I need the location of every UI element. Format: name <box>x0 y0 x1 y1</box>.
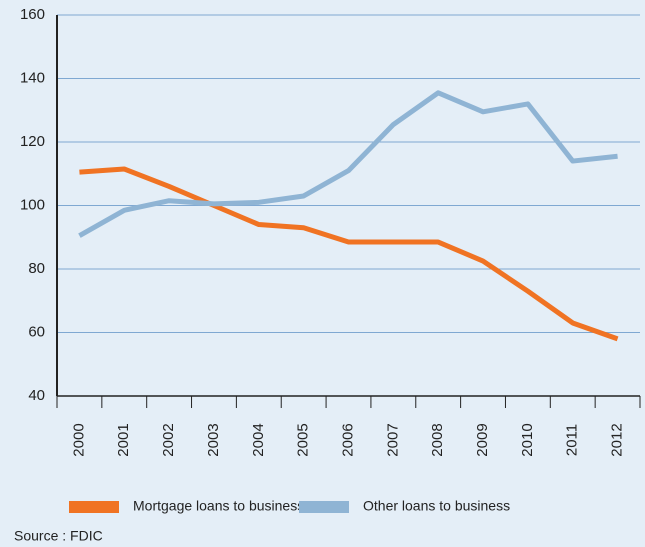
y-tick-label: 160 <box>20 6 45 23</box>
legend-label: Other loans to business <box>363 498 510 514</box>
x-tick-label: 2008 <box>429 423 446 456</box>
legend-swatch <box>69 501 119 513</box>
x-tick-label: 2000 <box>70 423 87 456</box>
x-tick-label: 2011 <box>564 424 581 456</box>
legend-label: Mortgage loans to businesses <box>133 498 319 514</box>
x-tick-label: 2009 <box>474 423 491 456</box>
source-note: Source : FDIC <box>14 528 103 544</box>
x-tick-label: 2007 <box>384 423 401 456</box>
x-tick-label: 2012 <box>609 423 626 456</box>
y-tick-label: 140 <box>20 69 45 86</box>
x-tick-label: 2002 <box>160 423 177 456</box>
x-tick-label: 2003 <box>205 423 222 456</box>
y-tick-label: 80 <box>28 260 45 277</box>
y-tick-label: 100 <box>20 196 45 213</box>
x-tick-label: 2010 <box>519 423 536 456</box>
y-tick-label: 60 <box>28 323 45 340</box>
legend-swatch <box>299 501 349 513</box>
series-line <box>79 166 619 342</box>
x-tick-label: 2001 <box>115 423 132 456</box>
series-line <box>78 90 618 238</box>
y-tick-label: 40 <box>28 387 45 404</box>
x-tick-label: 2004 <box>250 423 267 456</box>
x-tick-label: 2006 <box>339 423 356 456</box>
x-tick-label: 2005 <box>295 423 312 456</box>
y-tick-label: 120 <box>20 133 45 150</box>
